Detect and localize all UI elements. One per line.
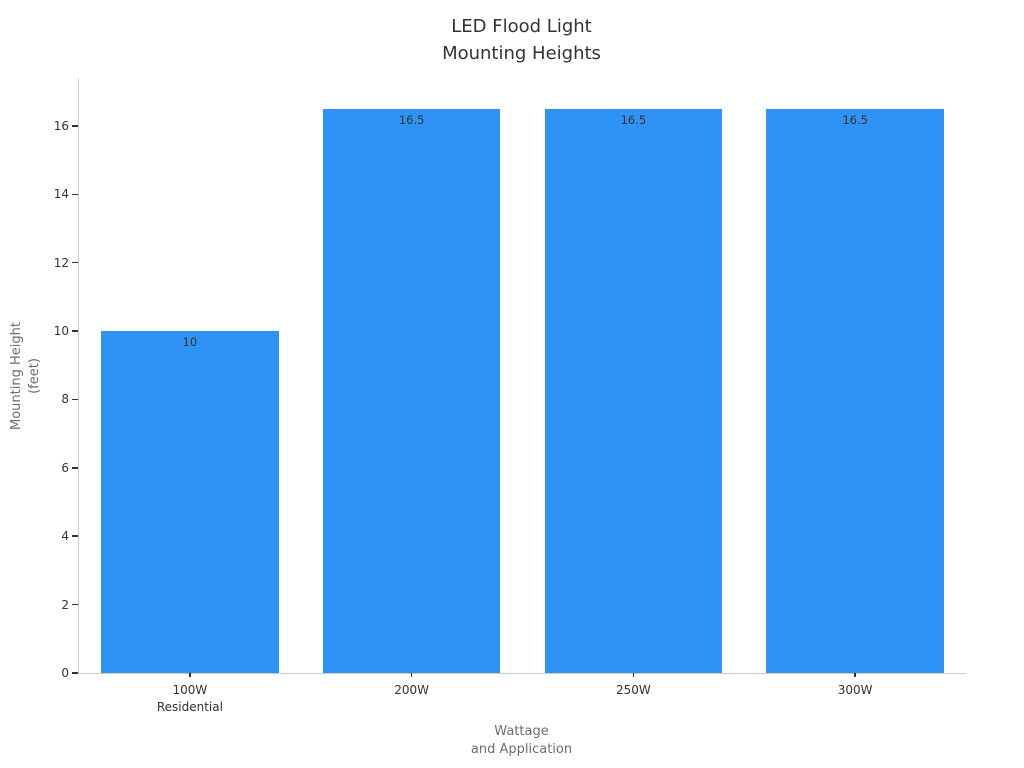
y-axis-title-text: Mounting Height (feet) [9, 321, 42, 430]
y-tick-mark [72, 603, 78, 606]
x-tick-mark [632, 673, 635, 677]
y-tick-mark [72, 535, 78, 537]
y-tick-mark [72, 125, 78, 127]
y-tick-mark [72, 672, 78, 674]
bar-100w: 10 [101, 331, 279, 673]
x-tick-label: 200W [394, 683, 430, 697]
chart-title: LED Flood Light Mounting Heights [442, 16, 601, 64]
y-tick-label: 4 [61, 529, 69, 544]
y-tick-mark [72, 193, 78, 195]
x-tick-label: 300W [837, 683, 873, 697]
bar-value-label: 16.5 [398, 112, 425, 127]
bar-value-label: 16.5 [620, 112, 647, 127]
y-tick-label: 6 [61, 460, 69, 475]
x-tick-mark [189, 673, 191, 677]
y-tick-label: 16 [53, 118, 69, 133]
y-tick-label: 14 [53, 187, 69, 202]
plot-area: 0 2 4 6 8 10 12 14 16 10 100W Residential 16.5 200W 1… [54, 78, 966, 714]
bar-value-label: 10 [182, 335, 198, 350]
y-tick-mark [72, 330, 78, 332]
y-tick-label: 10 [53, 324, 69, 339]
bar-200w: 16.5 [322, 108, 501, 673]
y-tick-mark [72, 467, 78, 469]
y-axis-title: Mounting Height (feet) [0, 78, 52, 673]
bar-300w: 16.5 [766, 108, 944, 673]
y-tick-mark [72, 398, 78, 401]
y-tick-mark [72, 261, 78, 264]
y-tick-label: 8 [61, 392, 69, 407]
y-tick-label: 0 [61, 666, 69, 680]
x-tick-label: 100W Residential [156, 683, 223, 714]
x-tick-mark [410, 673, 413, 677]
x-tick-mark [854, 673, 856, 677]
y-tick-label: 2 [61, 597, 69, 612]
x-axis-title: Wattage and Application [470, 724, 573, 757]
y-tick-label: 12 [53, 255, 69, 270]
x-tick-label: 250W [615, 683, 651, 697]
bar-250w: 16.5 [544, 108, 723, 673]
bar-value-label: 16.5 [842, 112, 868, 127]
